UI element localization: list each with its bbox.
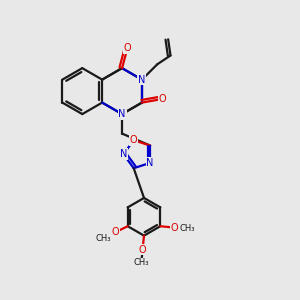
Text: O: O: [111, 227, 119, 237]
Text: N: N: [138, 75, 146, 85]
Text: CH₃: CH₃: [134, 258, 149, 267]
Text: N: N: [118, 109, 126, 119]
Text: O: O: [171, 223, 178, 232]
Text: O: O: [130, 135, 137, 145]
Text: CH₃: CH₃: [95, 234, 111, 243]
Text: N: N: [120, 149, 127, 159]
Text: O: O: [139, 245, 146, 255]
Text: O: O: [158, 94, 166, 104]
Text: N: N: [146, 158, 154, 168]
Text: CH₃: CH₃: [180, 224, 195, 233]
Text: O: O: [124, 43, 131, 53]
